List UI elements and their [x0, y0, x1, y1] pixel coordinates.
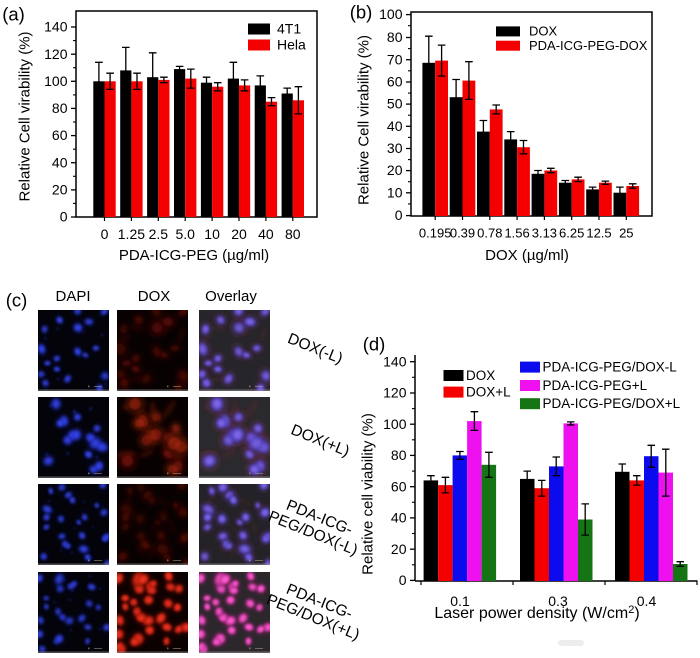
svg-text:80: 80 — [52, 100, 68, 116]
svg-text:PDA-ICG-PEG/DOX+L: PDA-ICG-PEG/DOX+L — [543, 396, 681, 411]
svg-text:DOX+L: DOX+L — [466, 385, 511, 400]
svg-text:Relative Cell virability (%): Relative Cell virability (%) — [356, 35, 373, 205]
svg-text:20: 20 — [387, 162, 403, 178]
svg-text:1.56: 1.56 — [504, 226, 529, 241]
svg-text:140: 140 — [383, 353, 407, 369]
svg-text:0.1: 0.1 — [450, 593, 470, 609]
svg-text:PDA-ICG-PEG/DOX-L: PDA-ICG-PEG/DOX-L — [543, 360, 678, 375]
svg-text:0.39: 0.39 — [450, 226, 475, 241]
svg-text:80: 80 — [391, 447, 407, 463]
svg-text:DAPI: DAPI — [55, 288, 90, 305]
svg-text:20: 20 — [391, 541, 407, 557]
svg-text:20: 20 — [231, 226, 247, 242]
svg-text:0: 0 — [60, 209, 68, 225]
svg-text:120: 120 — [383, 385, 407, 401]
svg-text:25: 25 — [619, 226, 633, 241]
svg-text:DOX (µg/ml): DOX (µg/ml) — [485, 247, 569, 264]
svg-text:40: 40 — [387, 118, 403, 134]
svg-text:5.0: 5.0 — [175, 226, 195, 242]
svg-text:(a): (a) — [2, 4, 25, 25]
svg-text:0: 0 — [399, 572, 407, 588]
svg-text:Laser power density (W/cm2): Laser power density (W/cm2) — [434, 604, 639, 622]
svg-text:10: 10 — [387, 184, 403, 200]
svg-text:0.3: 0.3 — [548, 593, 568, 609]
svg-text:40: 40 — [391, 510, 407, 526]
svg-text:3.13: 3.13 — [532, 226, 557, 241]
svg-text:60: 60 — [391, 478, 407, 494]
svg-text:4T1: 4T1 — [277, 21, 301, 37]
svg-text:(c): (c) — [6, 290, 28, 311]
svg-text:50: 50 — [387, 96, 403, 112]
svg-text:0.78: 0.78 — [477, 226, 502, 241]
svg-text:120: 120 — [44, 46, 68, 62]
svg-text:PDA-ICG-PEG-DOX: PDA-ICG-PEG-DOX — [529, 38, 648, 53]
svg-text:(d): (d) — [363, 334, 386, 355]
svg-text:(b): (b) — [350, 2, 373, 23]
svg-text:0: 0 — [101, 226, 109, 242]
svg-text:10: 10 — [204, 226, 220, 242]
svg-text:6.25: 6.25 — [559, 226, 584, 241]
svg-text:1.25: 1.25 — [118, 226, 145, 242]
svg-text:100: 100 — [44, 73, 68, 89]
svg-text:PDA-ICG-PEG+L: PDA-ICG-PEG+L — [543, 378, 648, 393]
svg-text:Relative cell viability (%): Relative cell viability (%) — [360, 413, 377, 575]
svg-text:100: 100 — [383, 416, 407, 432]
svg-text:60: 60 — [387, 74, 403, 90]
svg-text:0.4: 0.4 — [637, 593, 657, 609]
svg-text:0: 0 — [395, 207, 403, 223]
svg-text:Hela: Hela — [277, 37, 306, 53]
svg-text:DOX: DOX — [529, 24, 558, 39]
svg-text:12.5: 12.5 — [586, 226, 611, 241]
svg-text:Overlay: Overlay — [205, 288, 257, 305]
svg-text:DOX: DOX — [138, 288, 171, 305]
svg-text:60: 60 — [52, 127, 68, 143]
svg-text:100: 100 — [379, 6, 403, 22]
svg-text:PDA-ICG-PEG (µg/ml): PDA-ICG-PEG (µg/ml) — [119, 247, 269, 264]
svg-text:30: 30 — [387, 140, 403, 156]
svg-text:70: 70 — [387, 51, 403, 67]
svg-text:140: 140 — [44, 19, 68, 35]
svg-text:80: 80 — [285, 226, 301, 242]
svg-text:Relative Cell virability (%): Relative Cell virability (%) — [17, 31, 34, 201]
svg-text:DOX: DOX — [466, 368, 495, 383]
svg-text:40: 40 — [258, 226, 274, 242]
svg-text:0.195: 0.195 — [419, 226, 452, 241]
svg-text:20: 20 — [52, 182, 68, 198]
svg-text:80: 80 — [387, 29, 403, 45]
svg-text:2.5: 2.5 — [149, 226, 169, 242]
svg-text:40: 40 — [52, 154, 68, 170]
